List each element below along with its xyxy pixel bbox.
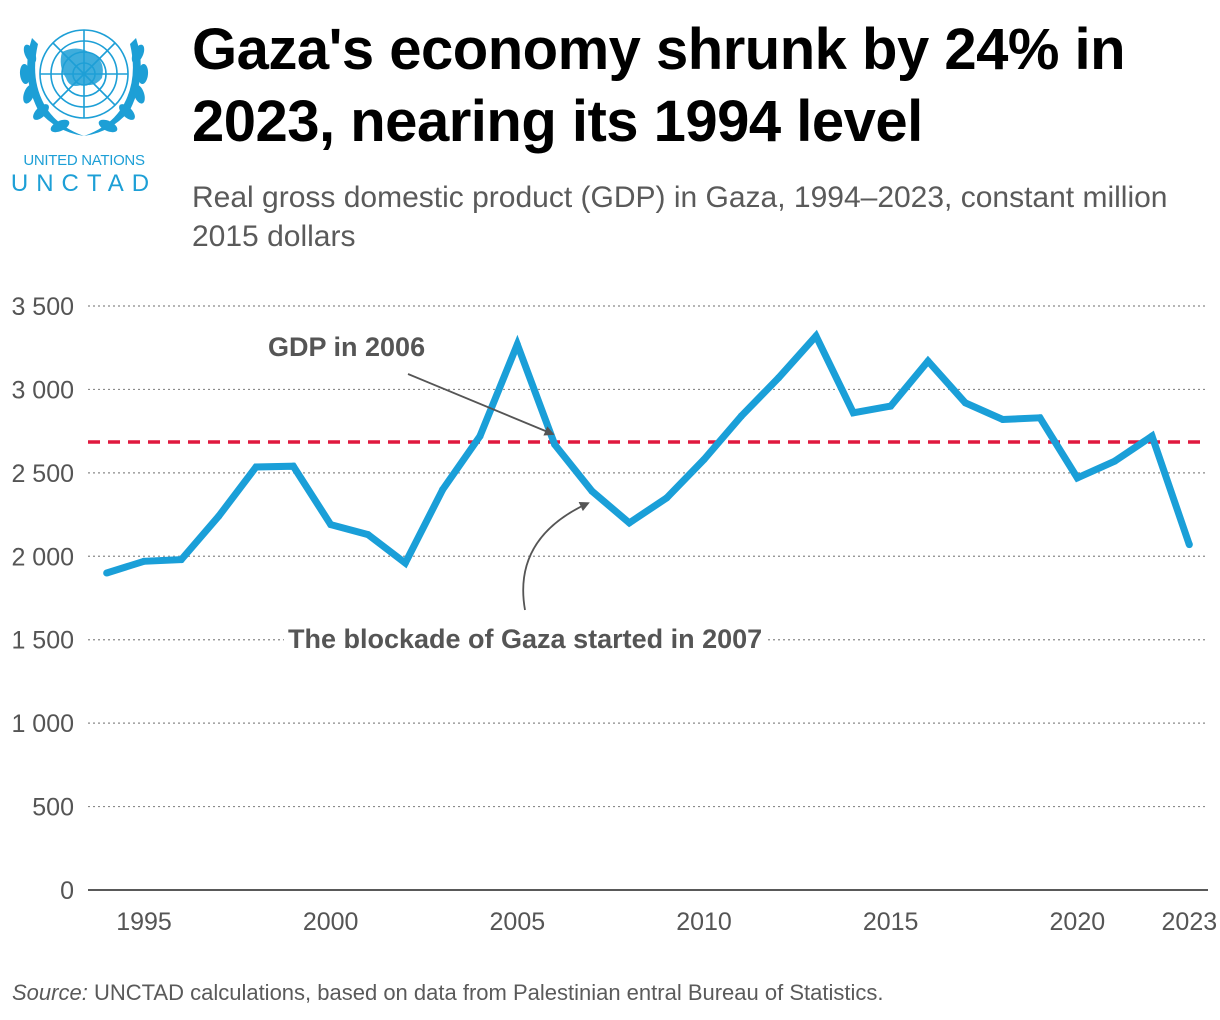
data-point — [551, 440, 559, 448]
blockade-annotation-arrow — [522, 502, 590, 611]
y-tick-label: 1 000 — [11, 710, 74, 738]
data-point — [289, 462, 297, 470]
data-point — [439, 486, 447, 494]
data-point — [1185, 541, 1193, 549]
x-tick-label: 2023 — [1162, 908, 1218, 936]
gdp-2006-annotation-arrow — [407, 373, 555, 436]
source-note: Source: UNCTAD calculations, based on da… — [12, 980, 883, 1006]
data-point — [215, 512, 223, 520]
data-point — [924, 357, 932, 365]
x-tick-label: 2000 — [303, 908, 359, 936]
x-tick-label: 2015 — [863, 908, 919, 936]
data-point — [1148, 432, 1156, 440]
data-point — [887, 402, 895, 410]
x-tick-label: 1995 — [116, 908, 172, 936]
x-tick-label: 2010 — [676, 908, 732, 936]
chart-subtitle: Real gross domestic product (GDP) in Gaz… — [192, 181, 1168, 253]
y-tick-label: 500 — [32, 794, 74, 822]
logo-unctad-text: UNCTAD — [10, 170, 158, 197]
data-point — [1036, 414, 1044, 422]
data-point — [513, 340, 521, 348]
data-point — [700, 456, 708, 464]
y-tick-label: 2 000 — [11, 543, 74, 571]
un-emblem-icon — [19, 29, 149, 136]
data-point — [812, 332, 820, 340]
data-point — [252, 463, 260, 471]
x-tick-label: 2005 — [490, 908, 546, 936]
data-point — [588, 487, 596, 495]
data-point — [1111, 457, 1119, 465]
y-tick-label: 0 — [60, 877, 74, 905]
data-point — [775, 374, 783, 382]
y-tick-label: 3 500 — [11, 293, 74, 321]
source-text: UNCTAD calculations, based on data from … — [87, 980, 884, 1005]
data-point — [327, 521, 335, 529]
data-point — [476, 432, 484, 440]
data-point — [103, 569, 111, 577]
data-point — [1073, 474, 1081, 482]
source-label: Source: — [12, 980, 88, 1005]
gdp-series-line — [105, 329, 1193, 577]
chart-title: Gaza's economy shrunk by 24% in 2023, ne… — [192, 17, 1126, 154]
data-point — [961, 399, 969, 407]
y-tick-label: 1 500 — [11, 627, 74, 655]
data-points — [103, 332, 1193, 577]
annotation-blockade-background — [284, 622, 766, 656]
un-logo: UNITED NATIONS UNCTAD — [8, 8, 160, 197]
y-tick-label: 3 000 — [11, 376, 74, 404]
data-point — [401, 559, 409, 567]
data-point — [999, 415, 1007, 423]
data-point — [364, 531, 372, 539]
data-point — [625, 519, 633, 527]
y-tick-label: 2 500 — [11, 460, 74, 488]
data-point — [177, 556, 185, 564]
gdp-line-chart: 0 500 1 000 1 500 2 000 2 500 3 000 3 500 1995 2… — [11, 293, 1217, 936]
data-point — [663, 494, 671, 502]
y-axis: 0 500 1 000 1 500 2 000 2 500 3 000 3 500 — [11, 293, 74, 905]
data-point — [140, 557, 148, 565]
annotation-gdp-2006: GDP in 2006 — [268, 332, 425, 362]
x-axis: 1995 2000 2005 2010 2015 2020 2023 — [116, 908, 1217, 936]
x-tick-label: 2020 — [1050, 908, 1106, 936]
annotation-blockade: The blockade of Gaza started in 2007 — [288, 624, 762, 654]
gridlines — [88, 305, 1208, 891]
logo-united-nations-text: UNITED NATIONS — [23, 152, 145, 169]
data-point — [737, 412, 745, 420]
data-point — [849, 409, 857, 417]
